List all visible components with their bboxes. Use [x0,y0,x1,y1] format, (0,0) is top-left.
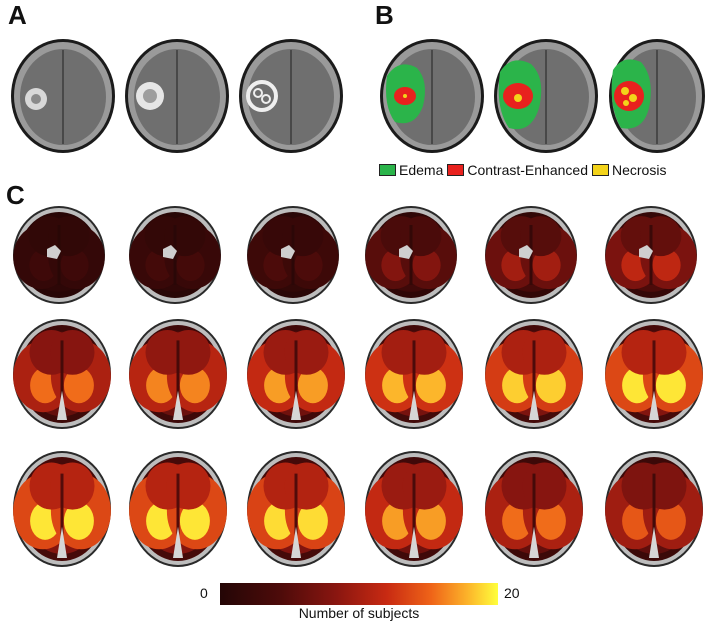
legend-item-edema: Edema [379,162,443,178]
heatmap-slice-r2-c6 [605,319,703,429]
heatmap-slice-r2-c4 [365,319,463,429]
legend-item-necrosis: Necrosis [592,162,666,178]
colorbar-max-label: 20 [504,585,520,601]
mri-slice-a1 [11,39,115,153]
necrosis-region [621,87,629,95]
heatmap-slice-r3-c2 [129,451,227,567]
colorbar-title: Number of subjects [298,605,420,621]
heatmap-slice-r1-c4 [365,206,457,304]
legend-item-contrast-enhanced: Contrast-Enhanced [447,162,588,178]
heatmap-slice-r2-c5 [485,319,583,429]
necrosis-region [403,94,407,98]
panel-label-b: B [375,0,394,30]
segmented-slice-b1 [380,39,484,153]
enhancing-region [614,81,644,111]
mri-slice-a3 [239,39,343,153]
segmentation-legend: Edema Contrast-Enhanced Necrosis [379,160,670,180]
heatmap-slice-r1-c6 [605,206,697,304]
mri-slice-a2 [125,39,229,153]
segmented-slice-b3 [609,39,705,153]
legend-swatch-contrast-enhanced [447,164,465,176]
heatmap-slice-r3-c4 [365,451,463,567]
colorbar-min-label: 0 [200,585,208,601]
legend-label-contrast-enhanced: Contrast-Enhanced [467,162,588,178]
legend-label-necrosis: Necrosis [612,162,667,178]
heatmap-slice-r1-c1 [13,206,105,304]
heatmap-slice-r2-c1 [13,319,111,429]
heatmap-slice-r3-c6 [605,451,703,567]
heatmap-slice-r1-c5 [485,206,577,304]
segmented-slice-b2 [494,39,598,153]
heatmap-slice-r2-c3 [247,319,345,429]
heatmap-slice-r3-c3 [247,451,345,567]
panel-label-c: C [6,180,25,210]
panel-label-a: A [8,0,27,30]
legend-swatch-edema [379,164,396,176]
colorbar [220,583,498,605]
legend-label-edema: Edema [399,162,444,178]
heatmap-slice-r3-c5 [485,451,583,567]
heatmap-slice-r3-c1 [13,451,111,567]
legend-swatch-necrosis [592,164,609,176]
necrosis-region [514,94,522,102]
heatmap-slice-r2-c2 [129,319,227,429]
heatmap-slice-r1-c2 [129,206,221,304]
lesion-mark [246,80,278,112]
heatmap-slice-r1-c3 [247,206,339,304]
